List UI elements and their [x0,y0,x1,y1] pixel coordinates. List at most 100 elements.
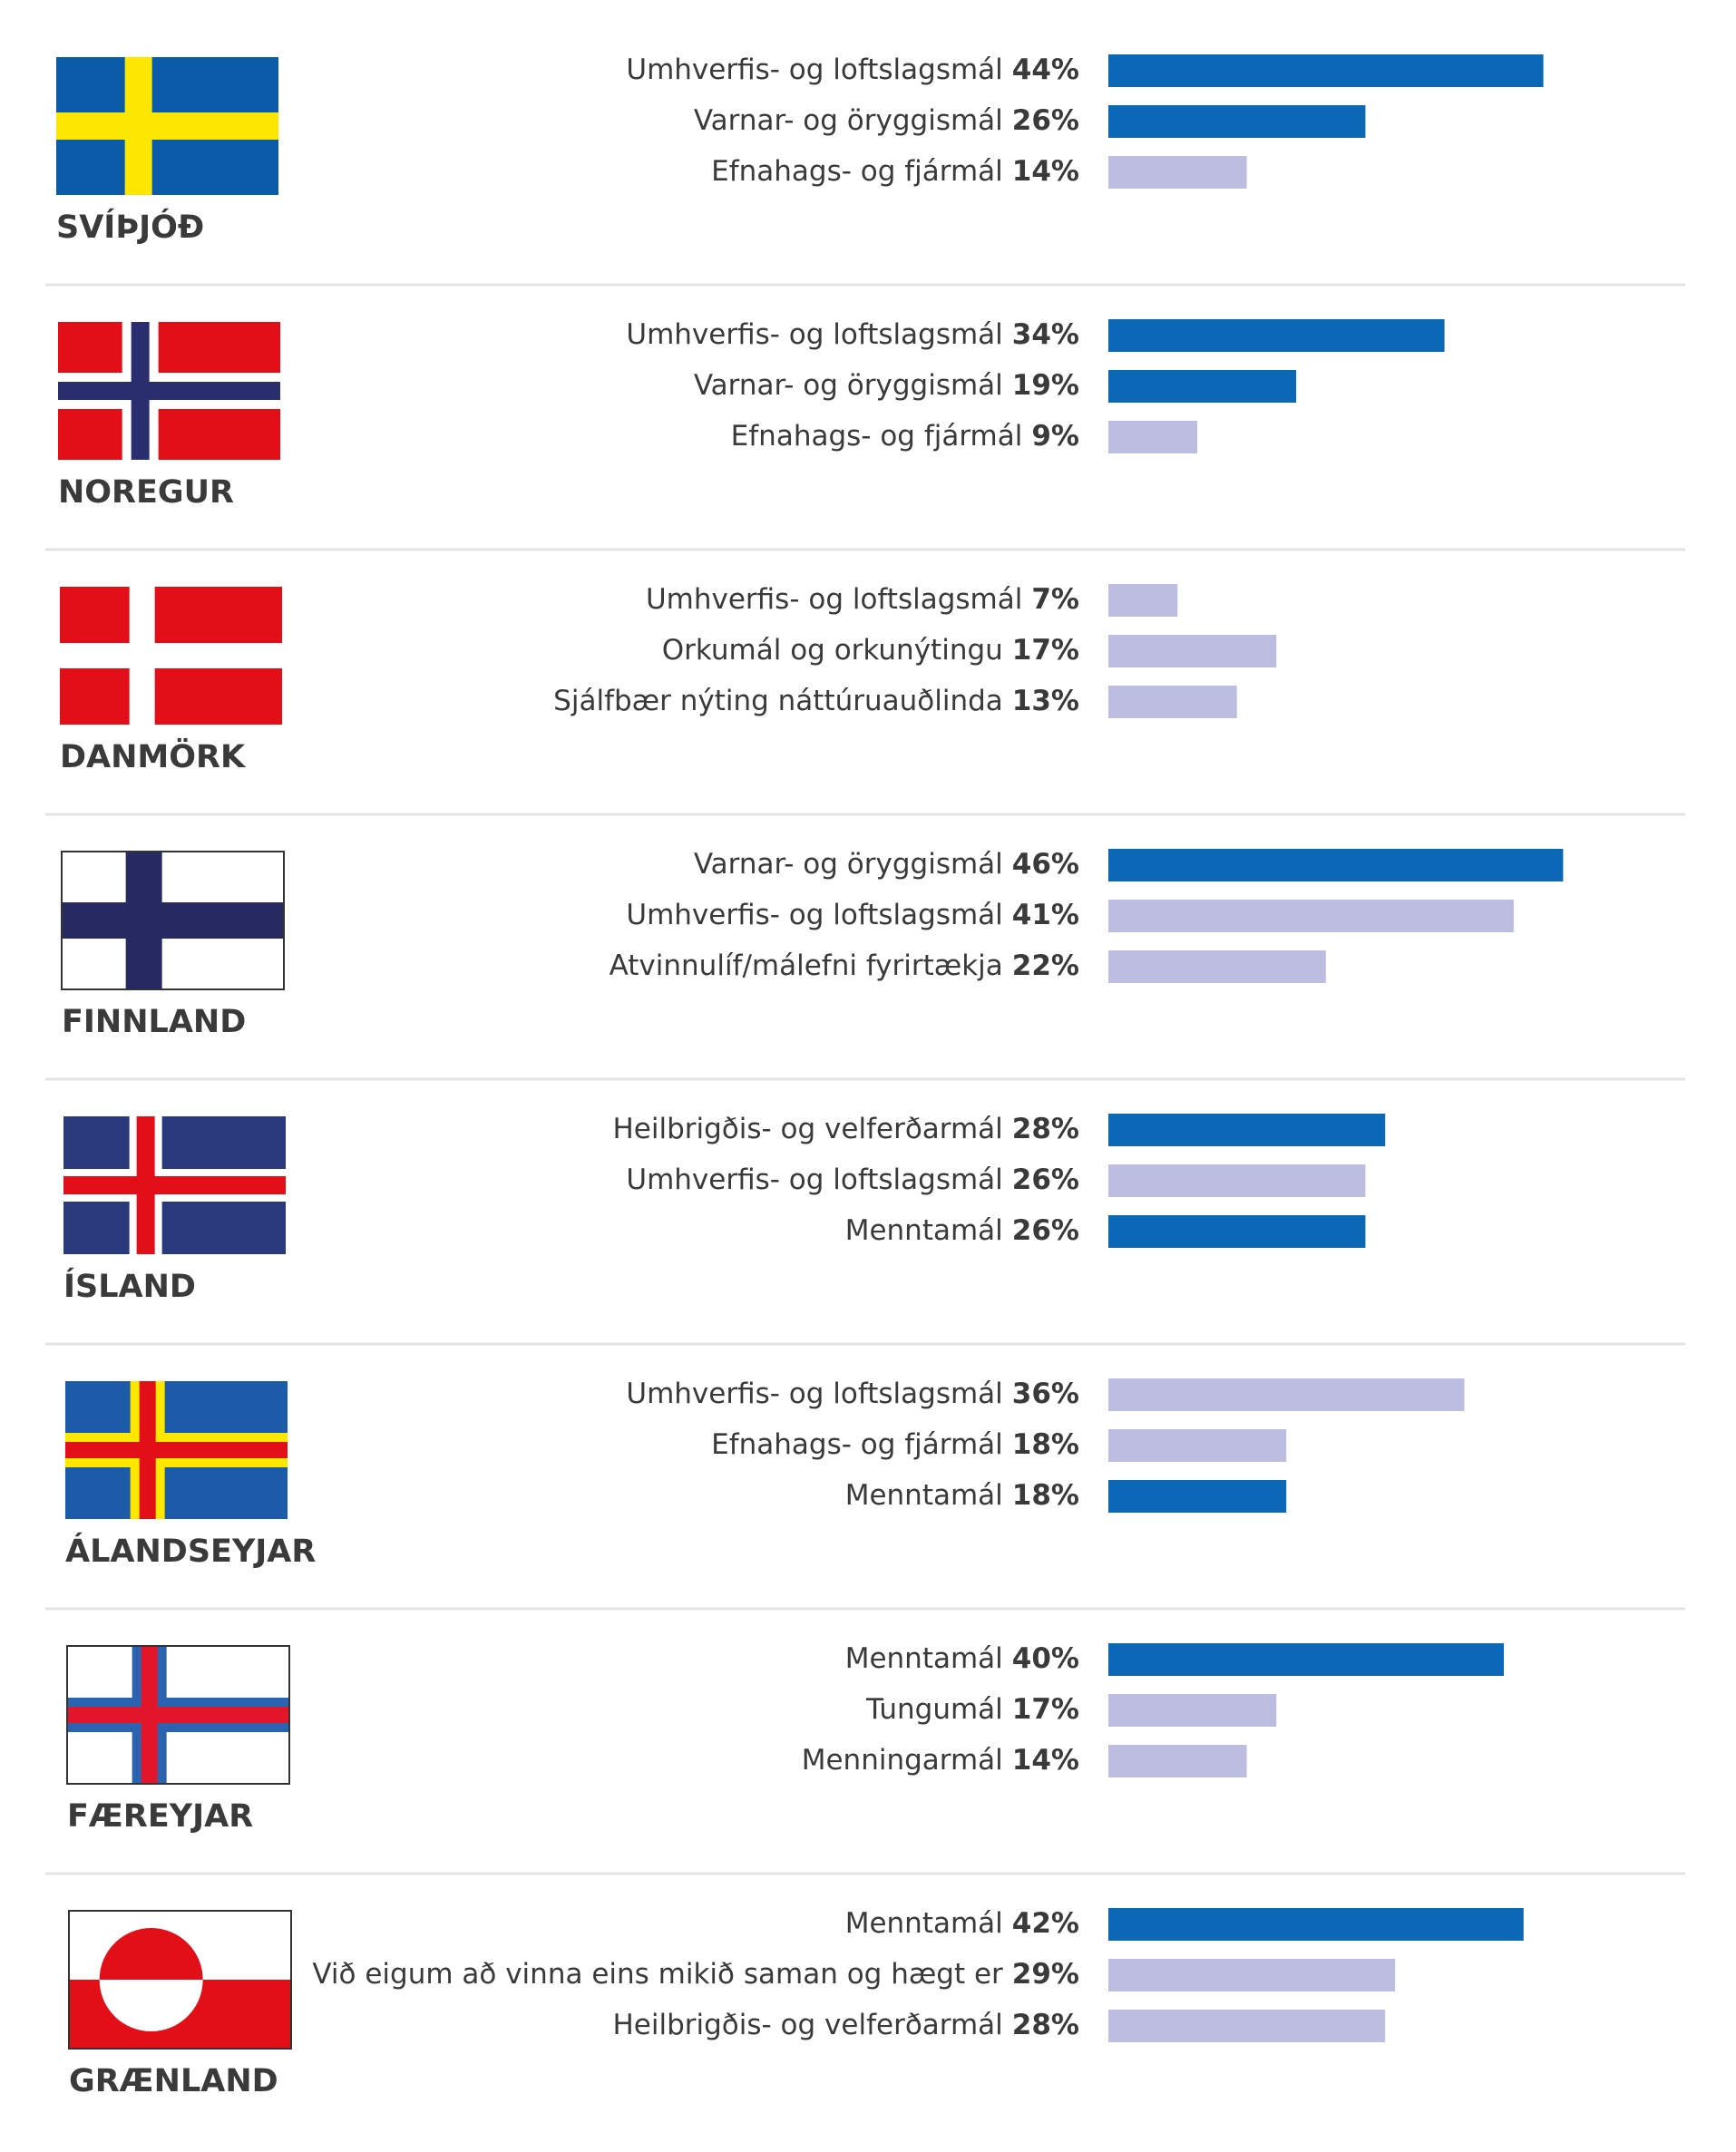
country-panel: FÆREYJAR Menntamál 40% Tungumál 17% Menningar… [45,1642,1685,1875]
bar [1108,1215,1366,1248]
category-label: Menningarmál [802,1744,1003,1777]
bar-label: Varnar- og öryggismál 46% [694,848,1079,881]
bar [1108,1959,1396,1991]
value-label: 36% [1012,1378,1079,1410]
bar-label: Orkumál og orkunýtingu 17% [662,634,1079,667]
flag [60,587,282,725]
value-label: 42% [1012,1907,1079,1940]
category-label: Menntamál [845,1479,1003,1512]
country-panel: ÍSLAND Heilbrigðis- og velferðarmál 28% Umh… [45,1113,1685,1346]
value-label: 26% [1012,104,1079,137]
bar-label: Varnar- og öryggismál 19% [694,369,1079,402]
flag-cross [65,1442,288,1458]
flag-cross [56,112,278,140]
category-label: Umhverfis- og loftslagsmál [626,899,1002,931]
bar [1108,1114,1386,1146]
country-name: SVÍÞJÓÐ [56,208,204,246]
category-label: Umhverfis- og loftslagsmál [646,583,1022,616]
category-label: Efnahags- og fjármál [731,420,1023,453]
value-label: 26% [1012,1164,1079,1196]
bar [1108,421,1198,453]
flag-border [66,1645,290,1785]
flag-cross [62,902,284,939]
bar [1108,1429,1287,1462]
value-label: 22% [1012,949,1079,982]
category-label: Umhverfis- og loftslagsmál [626,1378,1002,1410]
bar [1108,1164,1366,1197]
bar [1108,370,1297,403]
value-label: 26% [1012,1214,1079,1247]
bar-label: Umhverfis- og loftslagsmál 7% [646,583,1079,616]
country-panel: FINNLAND Varnar- og öryggismál 46% Umhverfi… [45,848,1685,1081]
value-label: 40% [1012,1642,1079,1675]
bar-label: Umhverfis- og loftslagsmál 34% [626,318,1079,351]
flag [68,1910,292,2050]
country-name: ÍSLAND [63,1267,196,1305]
value-label: 41% [1012,899,1079,931]
country-panel: SVÍÞJÓÐ Umhverfis- og loftslagsmál 44% Varn… [45,54,1685,287]
category-label: Menntamál [845,1907,1003,1940]
bar [1108,1378,1465,1411]
bar [1108,156,1247,189]
category-label: Umhverfis- og loftslagsmál [626,54,1002,86]
value-label: 17% [1012,634,1079,667]
bar [1108,2010,1386,2042]
category-label: Umhverfis- og loftslagsmál [626,1164,1002,1196]
bar [1108,1745,1247,1777]
category-label: Efnahags- og fjármál [711,1428,1003,1461]
bar [1108,635,1277,667]
bar [1108,105,1366,138]
flag-cross [63,1176,286,1194]
value-label: 7% [1031,583,1079,616]
value-label: 9% [1031,420,1079,453]
category-label: Við eigum að vinna eins mikið saman og h… [312,1958,1003,1991]
category-label: Heilbrigðis- og velferðarmál [612,2009,1002,2041]
bar-label: Menntamál 42% [845,1907,1079,1940]
value-label: 46% [1012,848,1079,881]
flag [58,322,280,460]
country-name: FÆREYJAR [67,1798,253,1835]
category-label: Menntamál [845,1214,1003,1247]
flag [56,57,278,195]
bar [1108,1480,1287,1513]
flag [65,1381,288,1519]
bar [1108,319,1445,352]
category-label: Umhverfis- og loftslagsmál [626,318,1002,351]
category-label: Sjálfbær nýting náttúruauðlinda [553,685,1003,717]
country-panel: NOREGUR Umhverfis- og loftslagsmál 34% Varn… [45,318,1685,551]
value-label: 34% [1012,318,1079,351]
category-label: Varnar- og öryggismál [694,369,1003,402]
bar-label: Umhverfis- og loftslagsmál 44% [626,54,1079,86]
value-label: 44% [1012,54,1079,86]
category-label: Efnahags- og fjármál [711,155,1003,188]
bar-label: Tungumál 17% [865,1693,1079,1726]
flag [61,851,285,990]
bar-label: Menntamál 26% [845,1214,1079,1247]
bar [1108,950,1326,983]
country-name: FINNLAND [62,1004,246,1040]
country-panel: ÁLANDSEYJAR Umhverfis- og loftslagsmál 36%… [45,1378,1685,1611]
flag [66,1645,290,1785]
country-panel: GRÆNLAND Menntamál 42% Við eigum að vinna e… [68,1907,1524,2099]
value-label: 19% [1012,369,1079,402]
bar-label: Efnahags- og fjármál 14% [711,155,1079,188]
value-label: 28% [1012,2009,1079,2041]
bar-label: Varnar- og öryggismál 26% [694,104,1079,137]
bar-label: Menntamál 40% [845,1642,1079,1675]
flag-cross [67,1707,289,1723]
bar-label: Sjálfbær nýting náttúruauðlinda 13% [553,685,1079,717]
bar-label: Atvinnulíf/málefni fyrirtækja 22% [610,949,1079,982]
bar-label: Heilbrigðis- og velferðarmál 28% [612,2009,1079,2041]
value-label: 18% [1012,1428,1079,1461]
category-label: Tungumál [865,1693,1003,1726]
bar-label: Menningarmál 14% [802,1744,1079,1777]
value-label: 18% [1012,1479,1079,1512]
value-label: 13% [1012,685,1079,717]
value-label: 14% [1012,155,1079,188]
bar-label: Efnahags- og fjármál 18% [711,1428,1079,1461]
bar [1108,1694,1277,1727]
category-label: Orkumál og orkunýtingu [662,634,1003,667]
category-label: Varnar- og öryggismál [694,848,1003,881]
bar-label: Efnahags- og fjármál 9% [731,420,1079,453]
